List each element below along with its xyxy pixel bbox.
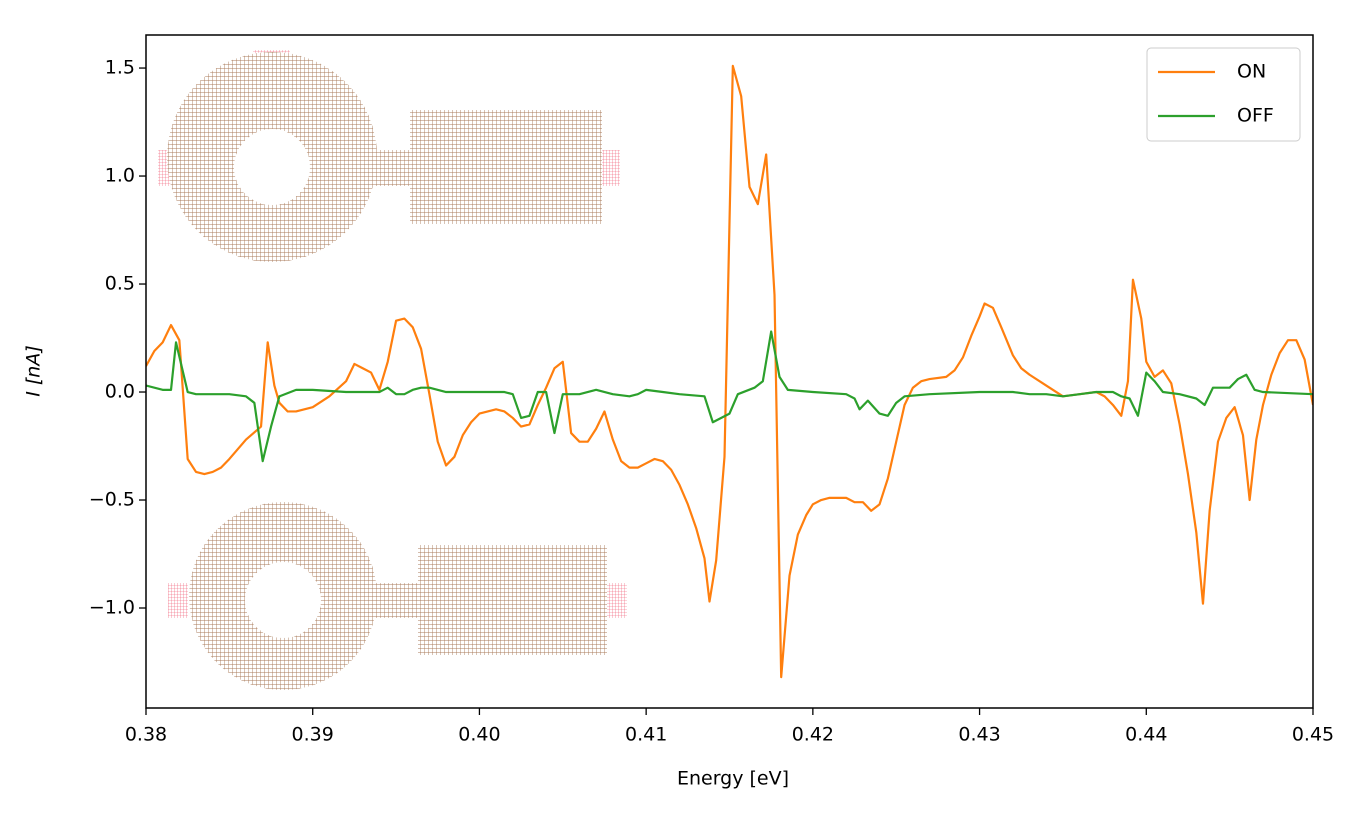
x-tick-label: 0.40 (458, 724, 500, 746)
y-tick-label: −0.5 (89, 489, 135, 511)
series-line (146, 330, 1313, 463)
x-axis-label: Energy [eV] (677, 768, 789, 790)
x-tick-label: 0.43 (958, 724, 1000, 746)
legend-label: OFF (1237, 105, 1274, 127)
plot-frame (145, 34, 1314, 709)
y-tick-label: 1.0 (105, 165, 135, 187)
y-tick-label: −1.0 (89, 597, 135, 619)
x-tick-label: 0.42 (792, 724, 834, 746)
y-tick-label: 0.0 (105, 381, 135, 403)
legend-label: ON (1237, 61, 1266, 83)
device-inset-top (158, 50, 620, 263)
x-tick-label: 0.44 (1125, 724, 1167, 746)
series-line (146, 64, 1313, 679)
device-inset-bottom (168, 502, 627, 690)
y-axis-label: I [nA] (23, 345, 45, 397)
x-tick-label: 0.39 (292, 724, 334, 746)
x-tick-label: 0.45 (1292, 724, 1334, 746)
y-tick-label: 0.5 (105, 273, 135, 295)
legend: ON OFF (1146, 47, 1301, 142)
x-tick-label: 0.38 (125, 724, 167, 746)
plot-area (146, 64, 1313, 679)
y-tick-label: 1.5 (105, 57, 135, 79)
x-tick-label: 0.41 (625, 724, 667, 746)
